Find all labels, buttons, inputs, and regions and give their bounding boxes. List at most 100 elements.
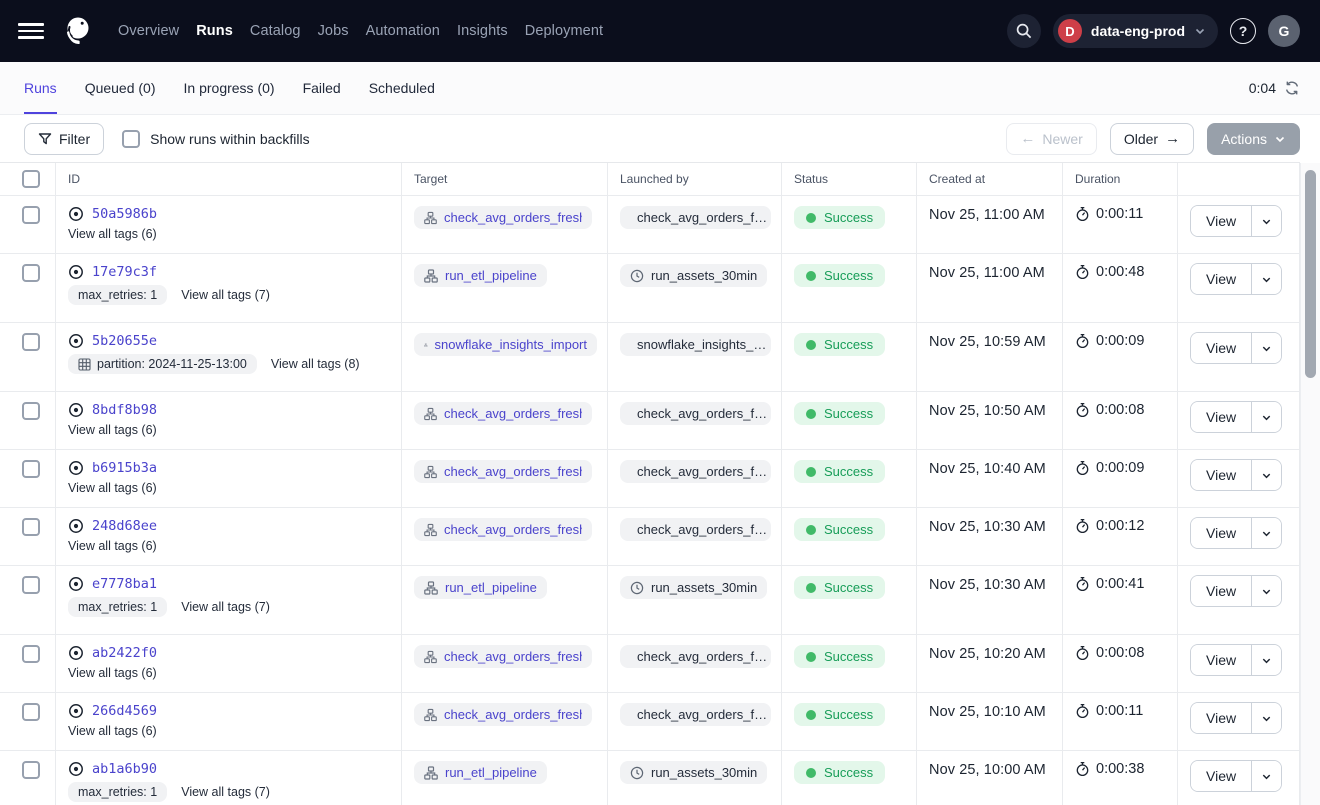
view-button[interactable]: View: [1191, 645, 1251, 675]
row-checkbox[interactable]: [22, 206, 40, 224]
nav-item-insights[interactable]: Insights: [457, 23, 508, 39]
view-all-tags-link[interactable]: View all tags (6): [68, 539, 157, 553]
view-button[interactable]: View: [1191, 518, 1251, 548]
view-all-tags-link[interactable]: View all tags (7): [181, 785, 270, 799]
view-button-group: View: [1190, 459, 1282, 491]
filter-button[interactable]: Filter: [24, 123, 104, 155]
run-status-icon: [68, 264, 84, 280]
tab-queued[interactable]: Queued (0): [85, 62, 156, 114]
tab-runs[interactable]: Runs: [24, 62, 57, 114]
user-avatar[interactable]: G: [1268, 15, 1300, 47]
row-checkbox[interactable]: [22, 460, 40, 478]
status-dot: [806, 525, 816, 535]
run-id-link[interactable]: 248d68ee: [92, 518, 157, 534]
run-id-link[interactable]: ab2422f0: [92, 645, 157, 661]
view-all-tags-link[interactable]: View all tags (8): [271, 357, 360, 371]
target-link[interactable]: run_etl_pipeline: [445, 268, 537, 283]
nav-item-automation[interactable]: Automation: [366, 23, 440, 39]
duration: 0:00:09: [1075, 460, 1167, 476]
partition-grid-icon: [78, 358, 91, 371]
view-button-group: View: [1190, 263, 1282, 295]
view-button[interactable]: View: [1191, 460, 1251, 490]
row-checkbox[interactable]: [22, 645, 40, 663]
view-all-tags-link[interactable]: View all tags (7): [181, 600, 270, 614]
target-link[interactable]: snowflake_insights_import: [435, 337, 587, 352]
run-id-link[interactable]: e7778ba1: [92, 576, 157, 592]
row-checkbox[interactable]: [22, 518, 40, 536]
workspace-switcher[interactable]: D data-eng-prod: [1053, 14, 1218, 48]
target-pill: run_etl_pipeline: [414, 576, 547, 599]
run-id-link[interactable]: 8bdf8b98: [92, 402, 157, 418]
view-dropdown-button[interactable]: [1251, 761, 1281, 791]
view-dropdown-button[interactable]: [1251, 703, 1281, 733]
row-checkbox[interactable]: [22, 402, 40, 420]
view-dropdown-button[interactable]: [1251, 264, 1281, 294]
target-link[interactable]: run_etl_pipeline: [445, 765, 537, 780]
newer-button[interactable]: ← Newer: [1006, 123, 1096, 155]
asset-graph-icon: [424, 269, 438, 283]
run-id-link[interactable]: 266d4569: [92, 703, 157, 719]
asset-graph-icon: [424, 211, 437, 225]
run-id-link[interactable]: ab1a6b90: [92, 761, 157, 777]
hamburger-menu-icon[interactable]: [18, 23, 44, 39]
nav-item-deployment[interactable]: Deployment: [525, 23, 603, 39]
view-dropdown-button[interactable]: [1251, 402, 1281, 432]
tab-failed[interactable]: Failed: [303, 62, 341, 114]
view-button[interactable]: View: [1191, 206, 1251, 236]
target-link[interactable]: check_avg_orders_freshne: [444, 707, 582, 722]
view-all-tags-link[interactable]: View all tags (6): [68, 666, 157, 680]
actions-button[interactable]: Actions: [1207, 123, 1300, 155]
view-all-tags-link[interactable]: View all tags (6): [68, 724, 157, 738]
view-dropdown-button[interactable]: [1251, 460, 1281, 490]
target-link[interactable]: check_avg_orders_freshne: [444, 649, 582, 664]
run-id-link[interactable]: 50a5986b: [92, 206, 157, 222]
refresh-icon[interactable]: [1284, 80, 1300, 96]
row-checkbox[interactable]: [22, 576, 40, 594]
scrollbar-thumb[interactable]: [1305, 170, 1316, 378]
dagster-logo[interactable]: [60, 13, 96, 49]
view-all-tags-link[interactable]: View all tags (7): [181, 288, 270, 302]
run-id-link[interactable]: b6915b3a: [92, 460, 157, 476]
target-link[interactable]: check_avg_orders_freshne: [444, 522, 582, 537]
show-backfills-checkbox[interactable]: [122, 130, 140, 148]
row-checkbox[interactable]: [22, 703, 40, 721]
tab-scheduled[interactable]: Scheduled: [369, 62, 435, 114]
row-checkbox[interactable]: [22, 333, 40, 351]
nav-item-jobs[interactable]: Jobs: [318, 23, 349, 39]
help-button[interactable]: ?: [1230, 18, 1256, 44]
view-dropdown-button[interactable]: [1251, 518, 1281, 548]
nav-item-runs[interactable]: Runs: [196, 23, 233, 39]
view-button[interactable]: View: [1191, 402, 1251, 432]
older-button[interactable]: Older →: [1110, 123, 1194, 155]
target-link[interactable]: check_avg_orders_freshne: [444, 210, 582, 225]
target-link[interactable]: run_etl_pipeline: [445, 580, 537, 595]
view-button[interactable]: View: [1191, 576, 1251, 606]
row-checkbox[interactable]: [22, 264, 40, 282]
run-id-link[interactable]: 17e79c3f: [92, 264, 157, 280]
target-link[interactable]: check_avg_orders_freshne: [444, 406, 582, 421]
target-link[interactable]: check_avg_orders_freshne: [444, 464, 582, 479]
view-button[interactable]: View: [1191, 333, 1251, 363]
view-button[interactable]: View: [1191, 264, 1251, 294]
view-all-tags-link[interactable]: View all tags (6): [68, 423, 157, 437]
run-status-icon: [68, 402, 84, 418]
tab-in-progress[interactable]: In progress (0): [184, 62, 275, 114]
status-dot: [806, 467, 816, 477]
nav-item-overview[interactable]: Overview: [118, 23, 179, 39]
view-dropdown-button[interactable]: [1251, 576, 1281, 606]
target-pill: check_avg_orders_freshne: [414, 402, 592, 425]
chevron-down-icon: [1274, 133, 1286, 145]
view-all-tags-link[interactable]: View all tags (6): [68, 481, 157, 495]
view-all-tags-link[interactable]: View all tags (6): [68, 227, 157, 241]
select-all-checkbox[interactable]: [22, 170, 40, 188]
view-dropdown-button[interactable]: [1251, 206, 1281, 236]
view-button[interactable]: View: [1191, 703, 1251, 733]
view-dropdown-button[interactable]: [1251, 333, 1281, 363]
search-button[interactable]: [1007, 14, 1041, 48]
view-dropdown-button[interactable]: [1251, 645, 1281, 675]
target-pill: check_avg_orders_freshne: [414, 518, 592, 541]
nav-item-catalog[interactable]: Catalog: [250, 23, 301, 39]
row-checkbox[interactable]: [22, 761, 40, 779]
view-button[interactable]: View: [1191, 761, 1251, 791]
run-id-link[interactable]: 5b20655e: [92, 333, 157, 349]
